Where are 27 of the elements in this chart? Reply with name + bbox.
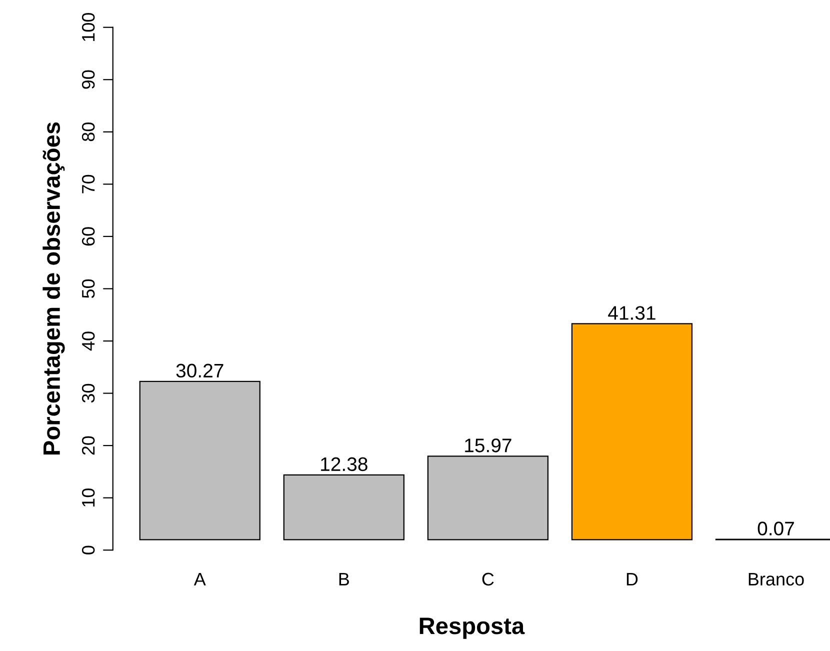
x-tick-label: C [482, 572, 494, 586]
data-label: 41.31 [608, 306, 656, 320]
y-tick-label: 20 [82, 436, 95, 455]
y-tick-label: 30 [82, 384, 95, 403]
x-tick-label: A [194, 572, 206, 586]
y-tick-label: 60 [82, 227, 95, 246]
data-label: 0.07 [758, 522, 794, 536]
data-label: 30.27 [176, 364, 224, 378]
bar [427, 456, 548, 540]
x-tick-label: Branco [748, 572, 804, 586]
x-axis-title: Resposta [420, 618, 525, 639]
x-tick-label: D [626, 572, 638, 586]
y-tick-label: 80 [82, 122, 95, 142]
bar [139, 380, 260, 540]
x-tick-label: B [339, 572, 349, 586]
data-label: 15.97 [465, 438, 512, 452]
y-tick-label: 0 [82, 546, 95, 554]
y-tick-label: 10 [82, 488, 95, 506]
y-tick-label: 40 [82, 332, 95, 351]
bar [283, 474, 404, 540]
y-tick-label: 50 [82, 279, 95, 298]
y-tick-label: 70 [82, 174, 95, 194]
y-tick-label: 100 [82, 12, 95, 42]
data-label: 12.38 [321, 457, 368, 472]
bar [571, 323, 693, 540]
y-tick-label: 90 [82, 70, 95, 89]
y-axis-title: Porcentagem de observações [42, 122, 65, 454]
